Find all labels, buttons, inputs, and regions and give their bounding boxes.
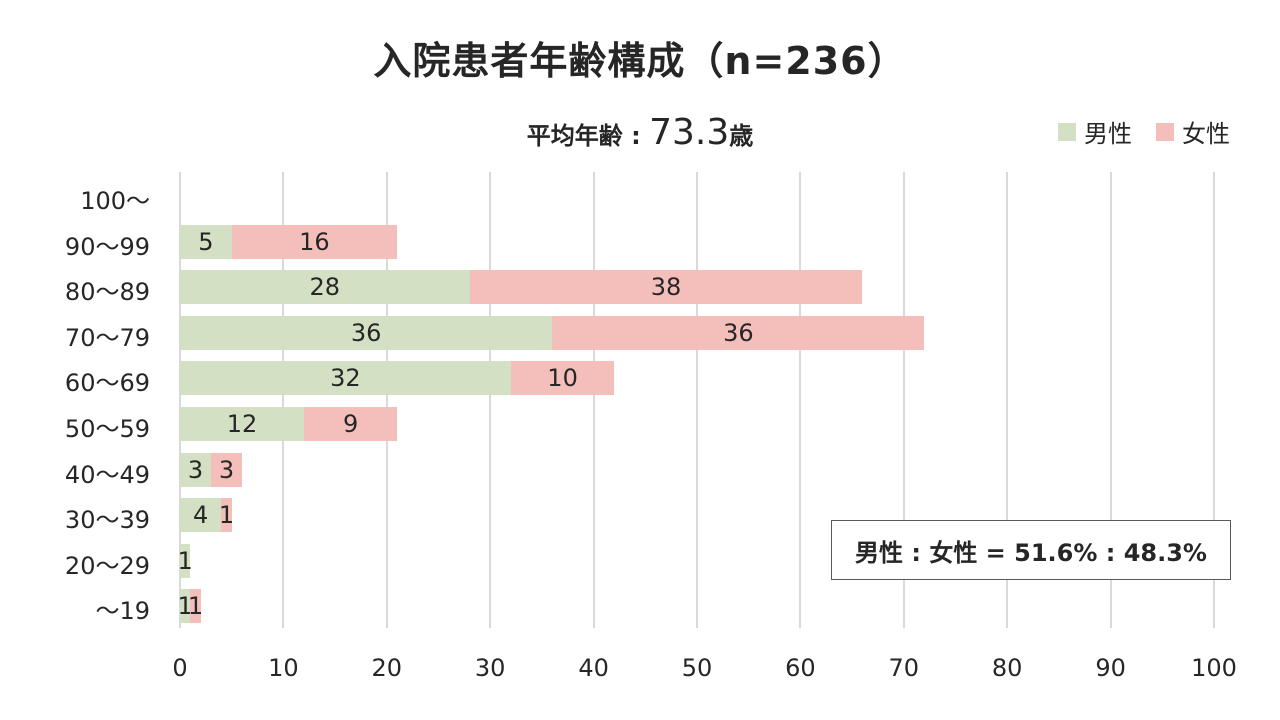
legend-label-male: 男性 xyxy=(1084,120,1132,148)
x-tick-label: 10 xyxy=(268,654,299,682)
y-category-label: 80〜89 xyxy=(64,278,150,307)
legend-item-female: 女性 xyxy=(1156,114,1230,149)
bar-segment-female: 1 xyxy=(218,498,235,533)
x-tick-label: 60 xyxy=(785,654,816,682)
bar-segment-female: 36 xyxy=(552,315,925,350)
bar-segment-female: 9 xyxy=(304,407,398,441)
y-category-label: 30〜39 xyxy=(64,506,150,535)
legend-swatch-female xyxy=(1156,122,1174,141)
bar-value-label: 4 xyxy=(193,501,209,530)
x-tick-label: 50 xyxy=(681,654,713,682)
x-tick-label: 100 xyxy=(1191,654,1237,682)
bar-segment-male: 5 xyxy=(180,224,232,259)
y-category-label: 20〜29 xyxy=(64,551,150,580)
gender-ratio-annotation: 男性 : 女性 = 51.6% : 48.3% xyxy=(831,520,1231,580)
y-category-label: 90〜99 xyxy=(64,232,150,261)
gridline xyxy=(592,172,595,628)
y-category-label: 100〜 xyxy=(80,187,150,215)
bar-value-label: 38 xyxy=(650,273,682,302)
y-category-label: 〜19 xyxy=(95,597,150,626)
bar-value-label: 3 xyxy=(187,455,204,484)
chart-subtitle: 平均年齢 : 73.3歳 xyxy=(0,112,1280,153)
bar-segment-female: 1 xyxy=(187,589,204,624)
bar-value-label: 12 xyxy=(226,410,258,438)
bar-value-label: 1 xyxy=(218,501,235,530)
y-category-label: 50〜59 xyxy=(64,415,150,443)
bar-segment-male: 4 xyxy=(180,498,222,533)
bar-segment-male: 3 xyxy=(180,452,212,487)
y-category-label: 70〜79 xyxy=(64,323,150,352)
y-category-label: 60〜69 xyxy=(64,369,150,398)
x-tick-label: 0 xyxy=(172,654,188,682)
bar-value-label: 28 xyxy=(309,273,341,302)
bar-value-label: 1 xyxy=(187,592,204,621)
y-category-label: 40〜49 xyxy=(64,460,150,489)
legend: 男性 女性 xyxy=(1058,114,1230,149)
bar-segment-male: 1 xyxy=(177,543,193,578)
bar-segment-male: 28 xyxy=(180,270,470,305)
gridline xyxy=(1109,172,1112,628)
bar-value-label: 36 xyxy=(350,318,382,347)
gridline xyxy=(282,172,285,628)
gridline xyxy=(799,172,802,628)
average-age-value: 73.3 xyxy=(649,112,730,153)
bar-segment-male: 36 xyxy=(180,315,553,350)
plot-area: 5 16 28 38 36 36 32 10 12 9 3 3 4 1 1 1 1 xyxy=(177,172,1215,628)
x-tick-label: 20 xyxy=(371,654,403,682)
bar-value-label: 1 xyxy=(177,546,193,575)
bar-value-label: 10 xyxy=(547,364,578,393)
x-tick-label: 80 xyxy=(991,654,1023,682)
bar-value-label: 16 xyxy=(299,227,330,256)
bar-value-label: 3 xyxy=(218,455,235,484)
bar-segment-male: 32 xyxy=(180,361,511,396)
bar-value-label: 5 xyxy=(198,227,214,256)
average-age-unit: 歳 xyxy=(729,122,754,150)
bar-value-label: 9 xyxy=(342,410,359,438)
x-tick-label: 30 xyxy=(474,654,506,682)
gridline xyxy=(696,172,698,628)
average-age-label: 平均年齢 : xyxy=(526,122,650,150)
bar-segment-female: 10 xyxy=(510,361,615,396)
legend-swatch-male xyxy=(1058,122,1076,141)
legend-item-male: 男性 xyxy=(1058,114,1132,149)
gridline xyxy=(1213,172,1215,628)
bar-segment-male: 12 xyxy=(180,407,305,441)
x-tick-label: 90 xyxy=(1095,654,1126,682)
chart-title: 入院患者年齢構成（n=236） xyxy=(373,39,907,83)
bar-segment-male: 1 xyxy=(177,589,193,624)
gridline xyxy=(385,172,388,628)
gridline xyxy=(489,172,492,628)
x-tick-label: 40 xyxy=(578,654,609,682)
legend-label-female: 女性 xyxy=(1182,120,1230,148)
bar-value-label: 1 xyxy=(177,592,193,621)
bar-value-label: 36 xyxy=(723,318,754,347)
gridline xyxy=(179,172,181,628)
bar-segment-female: 3 xyxy=(211,452,243,487)
x-tick-label: 70 xyxy=(888,654,920,682)
bar-value-label: 32 xyxy=(330,364,361,393)
bar-segment-female: 38 xyxy=(469,270,863,305)
bar-segment-female: 16 xyxy=(231,224,398,259)
gridline xyxy=(1006,172,1009,628)
gridline xyxy=(902,172,905,628)
